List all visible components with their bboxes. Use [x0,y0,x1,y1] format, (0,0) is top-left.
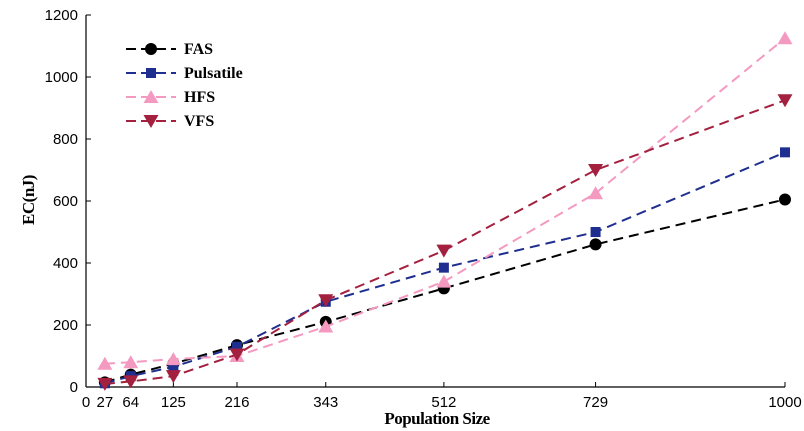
legend-marker [143,90,159,103]
y-tick-label: 1000 [45,69,78,86]
legend-label: Pulsatile [184,65,243,82]
x-tick-label: 125 [161,394,186,411]
series-fas [98,193,791,389]
data-point [590,227,601,237]
data-point [165,352,181,366]
data-point [123,375,139,389]
data-point [97,356,113,370]
series-line [104,37,786,365]
x-tick-label: 512 [431,394,456,411]
data-point [438,262,449,273]
series-pulsatile [99,147,790,389]
data-point [779,193,791,206]
x-tick-label: 1000 [768,394,801,411]
y-tick-label: 600 [53,193,78,210]
legend-marker [145,43,157,55]
data-point [589,238,602,251]
data-point [165,370,181,384]
data-point [588,186,604,200]
x-tick-label: 343 [313,394,338,411]
x-tick-label: 27 [97,394,114,411]
y-tick-label: 400 [53,255,78,272]
data-point [168,361,179,372]
legend-item: HFS [126,89,215,106]
legend-item: VFS [126,113,214,130]
data-point [97,377,113,391]
data-point [588,164,604,177]
legend-label: FAS [184,41,213,58]
data-point [318,319,334,333]
data-point [777,31,793,45]
legend-label: HFS [184,89,215,106]
series-vfs [97,94,793,391]
data-point [123,355,139,369]
legend-item: Pulsatile [126,65,243,82]
y-axis-title: EC(nJ) [19,175,38,225]
series-line [104,151,786,385]
data-point [436,274,452,288]
x-tick-label: 0 [82,394,90,411]
x-tick-label: 64 [122,394,139,411]
data-point [436,244,452,258]
data-point [229,348,245,362]
y-tick-label: 200 [53,317,78,334]
data-point [318,294,334,308]
data-point [777,94,793,108]
legend: FAS Pulsatile HFS VFS [126,41,243,130]
legend-marker [146,68,156,78]
legend-item: FAS [126,41,213,58]
legend-marker [143,115,159,128]
data-point [231,341,242,352]
data-point [780,147,790,158]
x-tick-label: 216 [224,394,249,411]
y-ticks: 0 200 400 600 800 1000 1200 [45,7,91,396]
y-tick-label: 1200 [45,7,78,24]
series-line [104,99,786,385]
legend-label: VFS [184,113,214,130]
series-hfs [97,31,793,370]
series-layer [97,31,793,391]
y-tick-label: 800 [53,131,78,148]
x-axis-title: Population Size [384,409,490,428]
series-line [104,198,786,384]
y-tick-label: 0 [70,379,78,396]
x-ticks: 0 27 64 125 216 343 512 729 1000 [82,382,802,411]
x-tick-label: 729 [583,394,608,411]
